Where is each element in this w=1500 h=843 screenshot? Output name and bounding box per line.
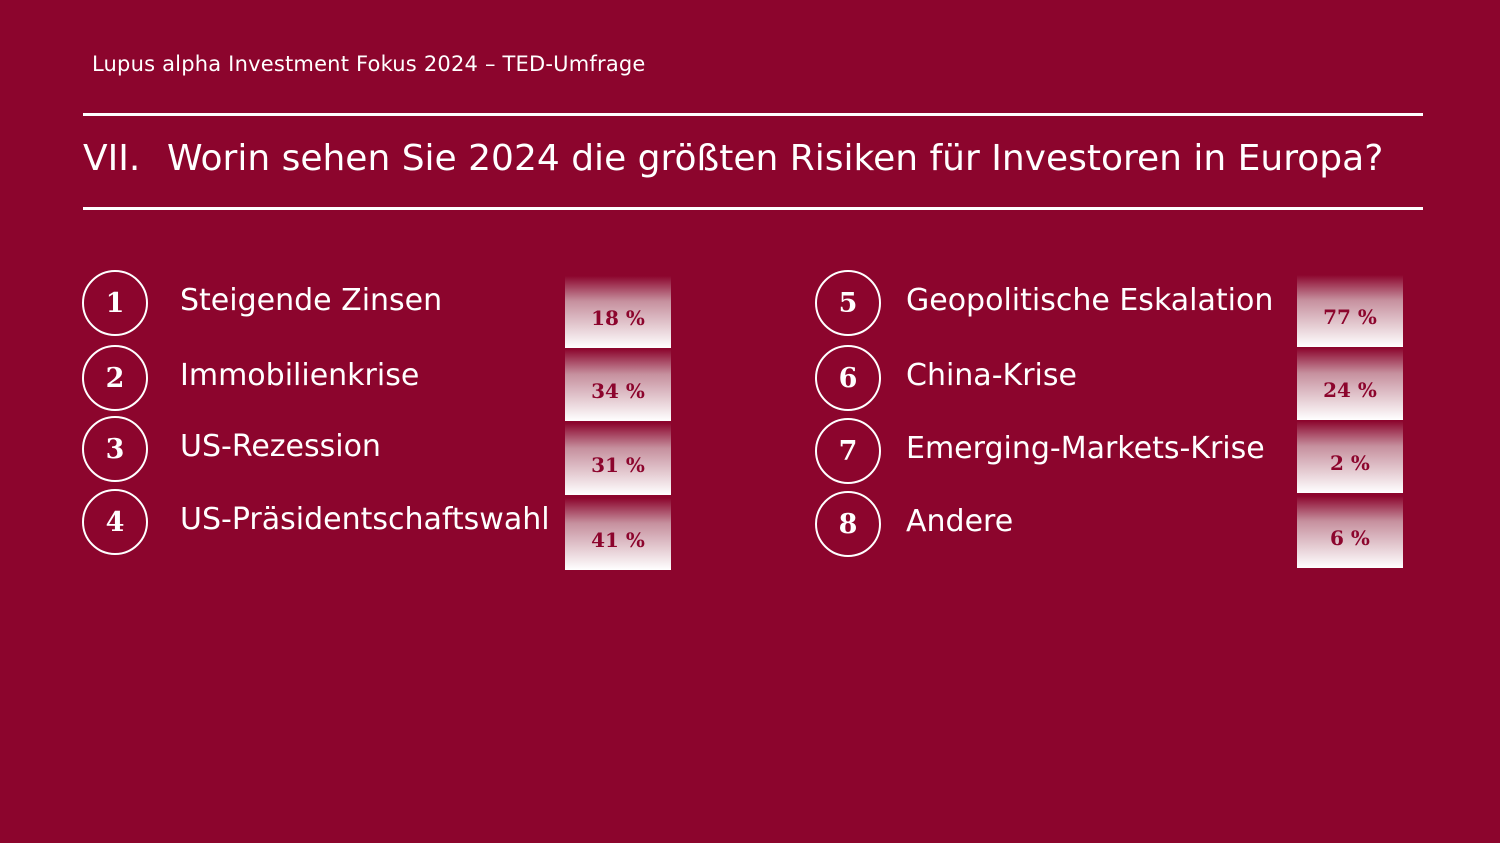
item-label: Emerging-Markets-Krise <box>906 431 1265 466</box>
item-label: Andere <box>906 504 1014 539</box>
item-number: 6 <box>815 345 881 411</box>
title-text: Worin sehen Sie 2024 die größten Risiken… <box>167 138 1384 179</box>
subtitle: Lupus alpha Investment Fokus 2024 – TED-… <box>92 52 646 76</box>
item-value: 34 % <box>565 349 671 421</box>
item-label: US-Rezession <box>180 429 381 464</box>
item-label: China-Krise <box>906 358 1077 393</box>
item-value: 2 % <box>1297 421 1403 493</box>
item-label: US-Präsidentschaftswahl <box>180 502 550 537</box>
title: VII. Worin sehen Sie 2024 die größten Ris… <box>83 138 1383 179</box>
item-label: Geopolitische Eskalation <box>906 283 1274 318</box>
item-value: 24 % <box>1297 348 1403 420</box>
item-number: 8 <box>815 491 881 557</box>
title-number: VII. <box>83 138 141 179</box>
item-value: 18 % <box>565 276 671 348</box>
item-value: 41 % <box>565 498 671 570</box>
item-value: 6 % <box>1297 496 1403 568</box>
item-number: 2 <box>82 345 148 411</box>
item-value: 77 % <box>1297 275 1403 347</box>
item-number: 4 <box>82 489 148 555</box>
item-number: 1 <box>82 270 148 336</box>
item-label: Steigende Zinsen <box>180 283 443 318</box>
item-value: 31 % <box>565 423 671 495</box>
item-number: 5 <box>815 270 881 336</box>
item-label: Immobilienkrise <box>180 358 420 393</box>
rule <box>83 207 1423 210</box>
rule <box>83 113 1423 116</box>
item-number: 7 <box>815 418 881 484</box>
item-number: 3 <box>82 416 148 482</box>
